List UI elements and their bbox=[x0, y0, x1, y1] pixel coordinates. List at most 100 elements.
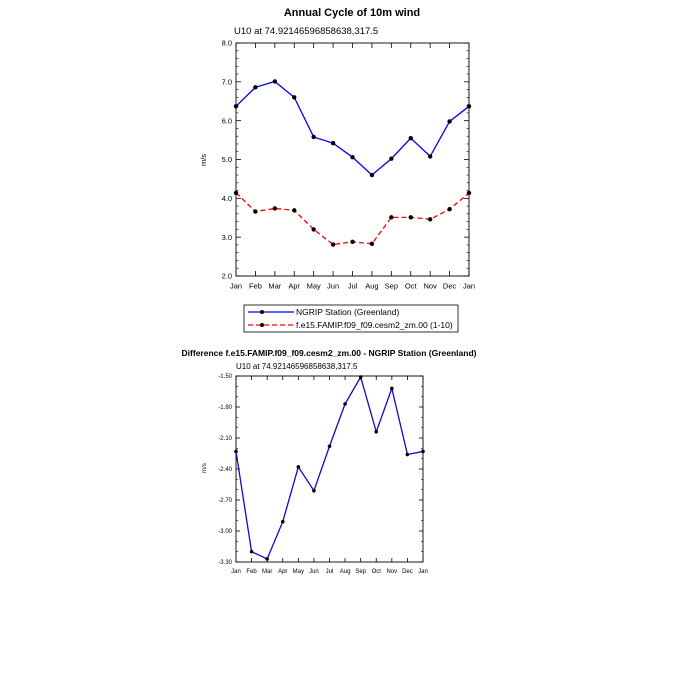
data-point bbox=[330, 242, 336, 247]
series-line-1 bbox=[235, 192, 470, 246]
data-point bbox=[280, 519, 285, 524]
xtick-label: Oct bbox=[372, 569, 382, 575]
legend-label-station: NGRIP Station (Greenland) bbox=[296, 307, 399, 317]
ytick-label: -2.70 bbox=[218, 498, 232, 504]
ytick-label: 5.0 bbox=[222, 155, 232, 164]
xtick-label: Feb bbox=[249, 282, 262, 291]
chart2-title: Difference f.e15.FAMIP.f09_f09.cesm2_zm.… bbox=[182, 348, 477, 358]
data-point bbox=[233, 104, 239, 109]
chart1-axes: 2.0 3.0 4.0 5.0 6.0 7.0 8.0 Jan Feb Mar Apr May Jun J… bbox=[222, 39, 475, 291]
legend-box bbox=[243, 304, 459, 333]
chart1-title: Annual Cycle of 10m wind bbox=[284, 7, 420, 19]
data-point bbox=[265, 557, 269, 561]
xtick-label: Dec bbox=[443, 282, 457, 291]
data-point bbox=[405, 452, 410, 457]
xtick-label: May bbox=[293, 569, 304, 575]
xtick-label: Apr bbox=[288, 282, 300, 291]
xtick-label: Nov bbox=[386, 569, 397, 575]
xtick-label: Jan bbox=[231, 569, 241, 575]
data-point bbox=[292, 208, 297, 213]
chart1-legend: NGRIP Station (Greenland) f.e15.FAMIP.f0… bbox=[243, 304, 459, 333]
xtick-label: Sep bbox=[385, 282, 398, 291]
ytick-label: 2.0 bbox=[222, 272, 232, 281]
data-point bbox=[233, 190, 239, 196]
data-point bbox=[466, 104, 472, 109]
xtick-label: Apr bbox=[278, 569, 287, 575]
data-point bbox=[389, 156, 394, 161]
xtick-label: Aug bbox=[340, 569, 351, 575]
data-point bbox=[296, 465, 301, 469]
xtick-label: Aug bbox=[365, 282, 378, 291]
xtick-label: Jan bbox=[418, 569, 428, 575]
data-point bbox=[390, 386, 394, 391]
ytick-label: -3.30 bbox=[218, 560, 232, 566]
data-point bbox=[234, 449, 238, 454]
data-point bbox=[253, 85, 258, 90]
xtick-label: Dec bbox=[402, 569, 413, 575]
ytick-label: -1.80 bbox=[218, 405, 232, 411]
data-point bbox=[427, 154, 433, 159]
ytick-label: -2.10 bbox=[218, 436, 232, 442]
data-point bbox=[447, 119, 452, 124]
chart1-ylabel: m/s bbox=[199, 154, 208, 166]
chart2-subtitle: U10 at 74.92146596858638,317.5 bbox=[236, 362, 358, 371]
xtick-label: Oct bbox=[405, 282, 418, 291]
xtick-label: Jun bbox=[309, 569, 319, 575]
data-point bbox=[272, 79, 278, 84]
data-point bbox=[447, 207, 452, 212]
data-point bbox=[358, 375, 363, 379]
ytick-label: -2.40 bbox=[218, 467, 232, 473]
data-point bbox=[253, 209, 258, 214]
xtick-label: Jan bbox=[230, 282, 242, 291]
data-point bbox=[421, 449, 425, 454]
data-point bbox=[343, 402, 347, 406]
ytick-label: 7.0 bbox=[222, 77, 232, 86]
xtick-label: Mar bbox=[262, 569, 272, 575]
data-point bbox=[330, 140, 336, 146]
ytick-label: 6.0 bbox=[222, 116, 232, 125]
xtick-label: May bbox=[307, 282, 321, 291]
xtick-label: Jul bbox=[348, 282, 358, 291]
data-point bbox=[466, 190, 472, 196]
chart1-series bbox=[233, 79, 472, 247]
data-point bbox=[312, 488, 316, 493]
xtick-label: Jun bbox=[327, 282, 339, 291]
data-point bbox=[249, 549, 254, 554]
data-point bbox=[292, 95, 297, 100]
legend-label-model: f.e15.FAMIP.f09_f09.cesm2_zm.00 (1-10) bbox=[296, 320, 453, 330]
data-point bbox=[408, 215, 413, 220]
ytick-label: 8.0 bbox=[222, 39, 232, 48]
series-line-0 bbox=[235, 375, 424, 560]
xtick-label: Nov bbox=[423, 282, 437, 291]
chart1-subtitle: U10 at 74.92146596858638,317.5 bbox=[234, 26, 378, 37]
legend-marker-station bbox=[260, 310, 264, 314]
chart-difference: Difference f.e15.FAMIP.f09_f09.cesm2_zm.… bbox=[182, 348, 477, 575]
chart2-axes: -3.30 -3.00 -2.70 -2.40 -2.10 -1.80 -1.50 Jan Fe… bbox=[218, 374, 428, 575]
data-point bbox=[311, 134, 316, 140]
data-point bbox=[408, 135, 413, 141]
data-point bbox=[369, 172, 375, 178]
data-point bbox=[327, 444, 332, 449]
legend-marker-model bbox=[260, 323, 264, 327]
xtick-label: Sep bbox=[355, 569, 366, 575]
xtick-label: Mar bbox=[268, 282, 281, 291]
data-point bbox=[350, 239, 355, 245]
data-point bbox=[369, 241, 375, 246]
data-point bbox=[272, 206, 278, 211]
chart2-series bbox=[234, 375, 425, 561]
chart2-ylabel: m/s bbox=[202, 463, 208, 473]
data-point bbox=[311, 227, 316, 232]
data-point bbox=[350, 154, 355, 160]
data-point bbox=[427, 217, 433, 222]
chart-annual-cycle: Annual Cycle of 10m wind U10 at 74.92146… bbox=[199, 7, 475, 333]
xtick-label: Jul bbox=[326, 569, 334, 575]
data-point bbox=[389, 215, 394, 220]
series-line-0 bbox=[235, 80, 470, 176]
ytick-label: 3.0 bbox=[222, 233, 232, 242]
data-point bbox=[374, 430, 379, 434]
xtick-label: Jan bbox=[463, 282, 475, 291]
ytick-label: -1.50 bbox=[218, 374, 232, 380]
ytick-label: -3.00 bbox=[218, 529, 232, 535]
